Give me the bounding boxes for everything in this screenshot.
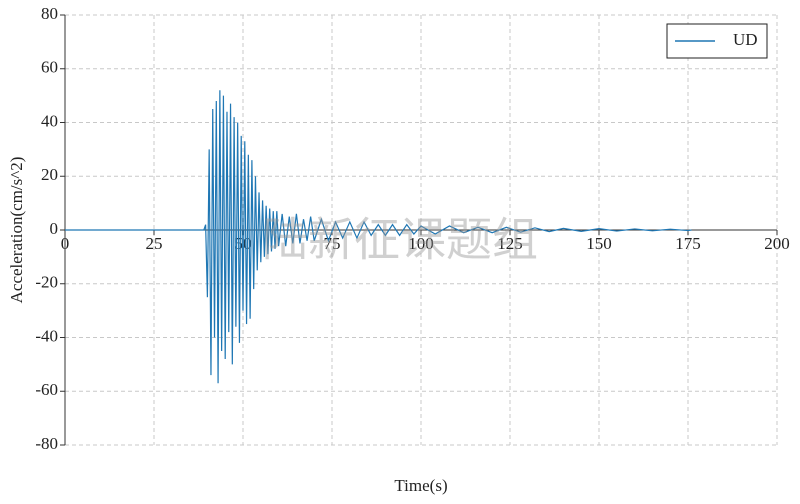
- data-line: [65, 90, 692, 384]
- y-tick-label: -80: [35, 434, 58, 453]
- watermark: 陆新征课题组: [262, 215, 538, 266]
- y-tick-label: 40: [41, 111, 58, 130]
- y-tick-label: 80: [41, 4, 58, 23]
- legend: UD: [666, 23, 768, 59]
- x-tick-label: 125: [497, 234, 523, 253]
- y-tick-label: 60: [41, 58, 58, 77]
- x-tick-label: 175: [675, 234, 701, 253]
- x-tick-label: 150: [586, 234, 612, 253]
- x-tick-label: 200: [764, 234, 790, 253]
- y-tick-label: 20: [41, 165, 58, 184]
- x-axis-title: Time(s): [394, 476, 447, 495]
- legend-label: UD: [733, 30, 758, 49]
- y-axis-title: Acceleration(cm/s^2): [7, 157, 26, 304]
- x-tick-label: 25: [146, 234, 163, 253]
- y-tick-label: 0: [50, 219, 59, 238]
- y-tick-label: -60: [35, 380, 58, 399]
- x-tick-label: 100: [408, 234, 434, 253]
- y-tick-label: -20: [35, 273, 58, 292]
- y-tick-label: -40: [35, 326, 58, 345]
